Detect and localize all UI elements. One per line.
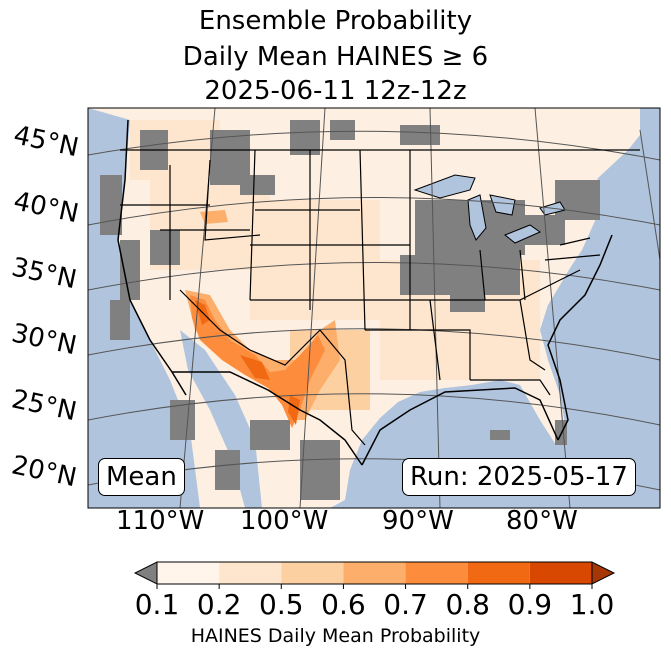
colorbar [133, 561, 616, 589]
colorbar-tick-label: 0.6 [321, 588, 366, 621]
colorbar-tick-label: 0.2 [196, 588, 242, 621]
colorbar-bin-5 [467, 562, 530, 584]
map-frame [87, 107, 661, 509]
title-line-3: 2025-06-11 12z-12z [204, 76, 467, 106]
mean-label-box: Mean [98, 458, 185, 496]
lon-label-110: 110°W [116, 506, 205, 536]
colorbar-tick-label: 1.0 [569, 588, 615, 621]
colorbar-bin-0 [157, 562, 220, 584]
colorbar-tick-label: 0.1 [134, 588, 180, 621]
colorbar-bin-1 [219, 562, 282, 584]
colorbar-tick-label: 0.9 [507, 588, 553, 621]
coastline [117, 119, 613, 466]
gray-patches [100, 120, 600, 500]
colorbar-under-arrow [133, 561, 158, 585]
colorbar-frame [156, 561, 593, 585]
colorbar-label: HAINES Daily Mean Probability [190, 625, 481, 647]
colorbar-over-arrow [591, 561, 616, 585]
colorbar-bin-4 [405, 562, 468, 584]
lon-label-100: 100°W [240, 506, 329, 536]
colorbar-bin-3 [343, 562, 406, 584]
run-label-box: Run: 2025-05-17 [402, 458, 636, 496]
title-line-2: Daily Mean HAINES ≥ 6 [182, 42, 489, 72]
colorbar-tick-label: 0.7 [383, 588, 428, 621]
graticule [88, 108, 660, 508]
lon-label-80: 80°W [506, 506, 578, 536]
colorbar-bin-2 [281, 562, 344, 584]
colorbar-tick-label: 0.5 [259, 588, 304, 621]
lon-label-90: 90°W [382, 506, 454, 536]
colorbar-tick-label: 0.8 [445, 588, 490, 621]
state-borders [120, 149, 640, 446]
colorbar-bin-6 [529, 562, 592, 584]
title-line-1: Ensemble Probability [198, 6, 473, 36]
